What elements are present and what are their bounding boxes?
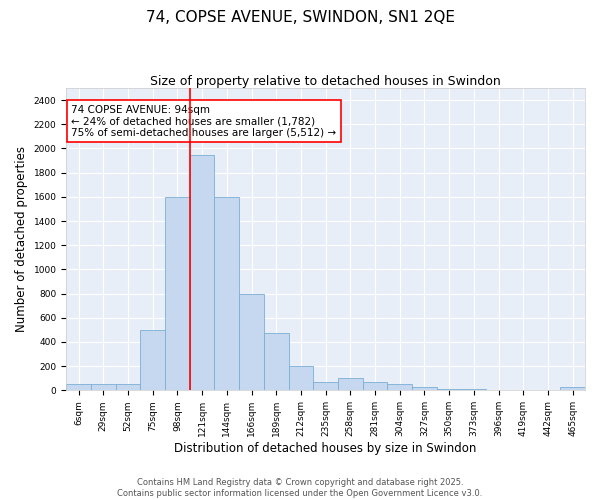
Bar <box>264 333 289 390</box>
Bar <box>388 384 412 390</box>
Bar <box>214 197 239 390</box>
Bar <box>91 384 116 390</box>
Bar <box>338 378 362 390</box>
Bar <box>362 382 388 390</box>
Text: Contains HM Land Registry data © Crown copyright and database right 2025.
Contai: Contains HM Land Registry data © Crown c… <box>118 478 482 498</box>
Bar <box>437 388 461 390</box>
Bar <box>190 154 214 390</box>
Y-axis label: Number of detached properties: Number of detached properties <box>15 146 28 332</box>
Bar <box>461 389 486 390</box>
X-axis label: Distribution of detached houses by size in Swindon: Distribution of detached houses by size … <box>175 442 477 455</box>
Bar <box>66 384 91 390</box>
Bar <box>140 330 165 390</box>
Bar <box>412 386 437 390</box>
Bar <box>165 197 190 390</box>
Bar <box>116 384 140 390</box>
Title: Size of property relative to detached houses in Swindon: Size of property relative to detached ho… <box>150 75 501 88</box>
Bar <box>560 386 585 390</box>
Bar <box>313 382 338 390</box>
Bar <box>289 366 313 390</box>
Text: 74 COPSE AVENUE: 94sqm
← 24% of detached houses are smaller (1,782)
75% of semi-: 74 COPSE AVENUE: 94sqm ← 24% of detached… <box>71 104 337 138</box>
Text: 74, COPSE AVENUE, SWINDON, SN1 2QE: 74, COPSE AVENUE, SWINDON, SN1 2QE <box>146 10 455 25</box>
Bar <box>239 294 264 390</box>
